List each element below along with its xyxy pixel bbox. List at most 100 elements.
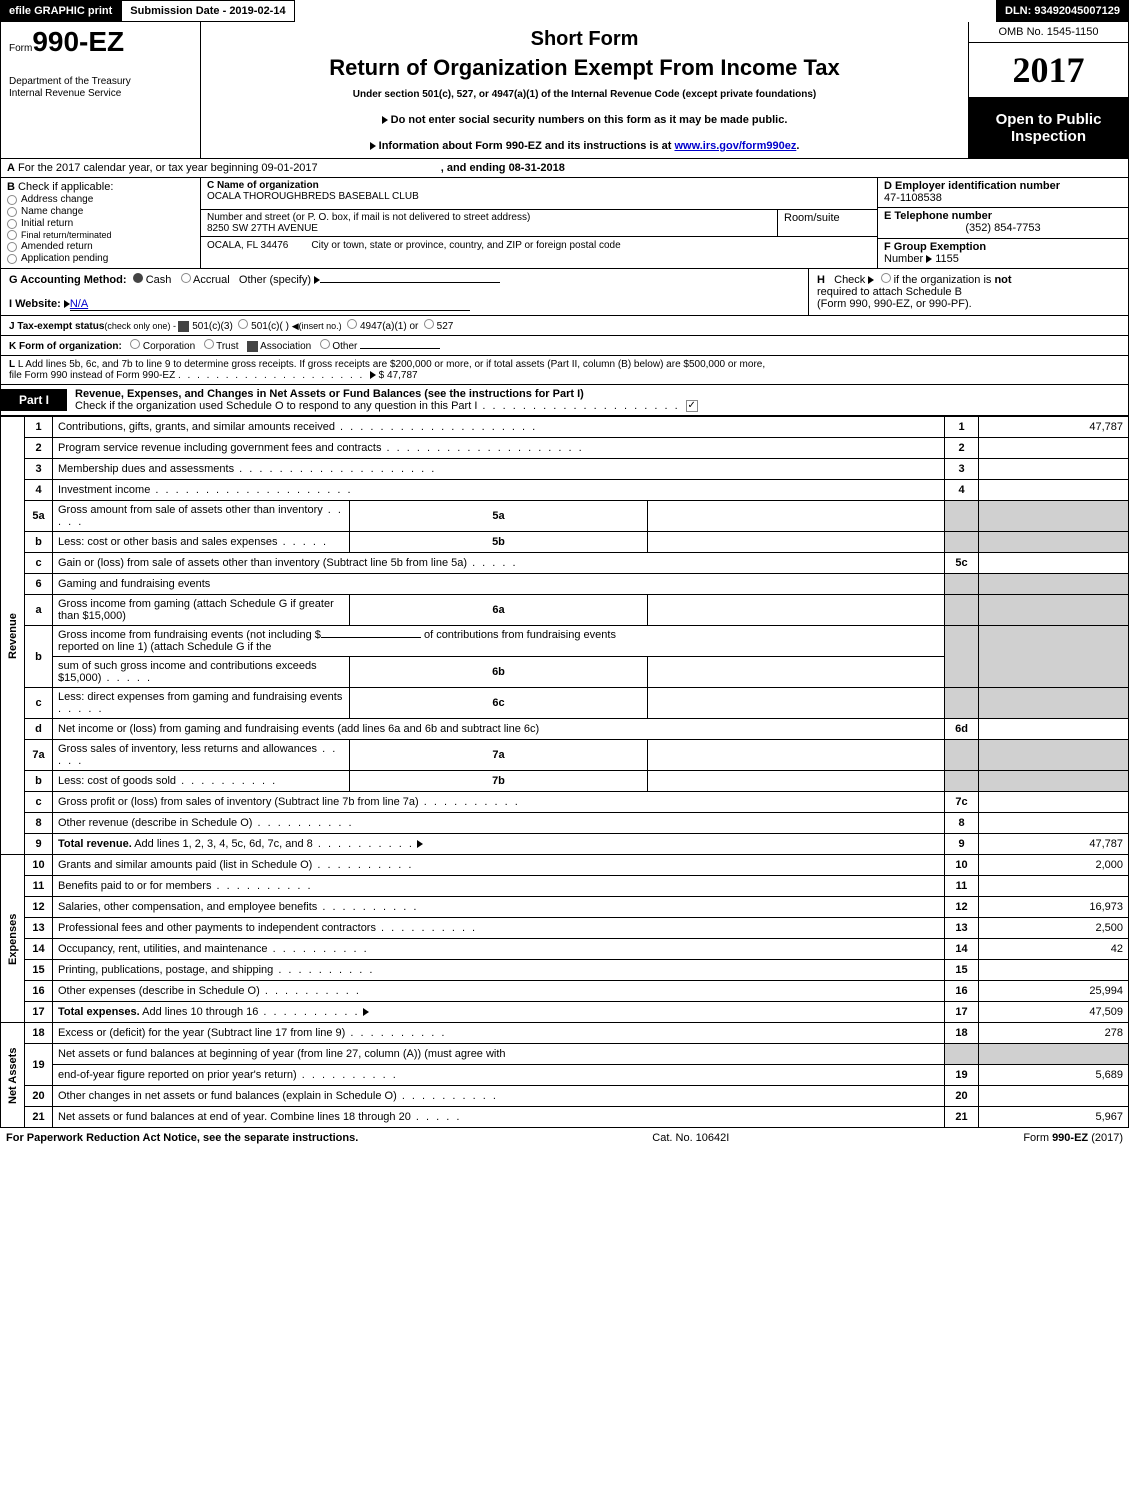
topbar-spacer bbox=[295, 0, 996, 22]
irs-link[interactable]: www.irs.gov/form990ez bbox=[674, 140, 796, 152]
part-i-tab: Part I bbox=[1, 389, 67, 411]
line-5b-subval bbox=[647, 532, 944, 553]
line-num: 21 bbox=[25, 1107, 53, 1128]
chk-schedule-o[interactable] bbox=[686, 400, 698, 412]
side-expenses: Expenses bbox=[1, 855, 25, 1023]
header-left: Form990-EZ Department of the Treasury In… bbox=[1, 22, 201, 158]
dots bbox=[397, 1090, 498, 1102]
line-16-desc: Other expenses (describe in Schedule O) bbox=[58, 985, 260, 997]
line-num: 15 bbox=[25, 960, 53, 981]
lbl-501c3: 501(c)(3) bbox=[189, 321, 232, 332]
chk-initial-return[interactable] bbox=[7, 219, 17, 229]
website-value[interactable]: N/A bbox=[70, 298, 470, 311]
chk-501c[interactable] bbox=[238, 319, 248, 329]
line-6b-desc4: sum of such gross income and contributio… bbox=[58, 660, 317, 684]
line-4-desc: Investment income bbox=[58, 484, 150, 496]
part-i-check-text: Check if the organization used Schedule … bbox=[75, 400, 477, 412]
chk-assoc[interactable] bbox=[247, 341, 258, 352]
chk-trust[interactable] bbox=[204, 339, 214, 349]
chk-application-pending[interactable] bbox=[7, 254, 17, 264]
efile-button[interactable]: efile GRAPHIC print bbox=[0, 0, 121, 22]
line-2-no: 2 bbox=[945, 438, 979, 459]
chk-amended-return[interactable] bbox=[7, 242, 17, 252]
line-6a-subval bbox=[647, 595, 944, 626]
h-check-text: Check bbox=[834, 274, 868, 286]
dept-irs: Internal Revenue Service bbox=[9, 88, 192, 100]
line-num: 2 bbox=[25, 438, 53, 459]
6b-amount-input[interactable] bbox=[321, 637, 421, 638]
chk-cash[interactable] bbox=[133, 273, 143, 283]
lbl-accrual: Accrual bbox=[191, 274, 230, 286]
chk-h[interactable] bbox=[881, 273, 891, 283]
chk-other[interactable] bbox=[320, 339, 330, 349]
check-if-applicable: Check if applicable: bbox=[18, 181, 113, 193]
line-num: 8 bbox=[25, 813, 53, 834]
lbl-initial-return: Initial return bbox=[21, 218, 73, 229]
line-17-no: 17 bbox=[945, 1002, 979, 1023]
part-i-desc: Revenue, Expenses, and Changes in Net As… bbox=[67, 385, 1128, 415]
dots bbox=[376, 922, 477, 934]
line-num: 20 bbox=[25, 1086, 53, 1107]
line-8-no: 8 bbox=[945, 813, 979, 834]
info-line: Information about Form 990-EZ and its in… bbox=[213, 140, 956, 152]
line-6c-subval bbox=[647, 688, 944, 719]
gray-cell bbox=[979, 574, 1129, 595]
chk-name-change[interactable] bbox=[7, 207, 17, 217]
chk-4947[interactable] bbox=[347, 319, 357, 329]
line-num: 7a bbox=[25, 740, 53, 771]
line-18-no: 18 bbox=[945, 1023, 979, 1044]
dots bbox=[345, 1027, 446, 1039]
other-input[interactable] bbox=[360, 348, 440, 349]
gray-cell bbox=[945, 574, 979, 595]
dots bbox=[297, 1069, 398, 1081]
chk-501c3[interactable] bbox=[178, 321, 189, 332]
line-6-desc: Gaming and fundraising events bbox=[53, 574, 945, 595]
chk-final-return[interactable] bbox=[7, 230, 17, 240]
dots bbox=[335, 421, 537, 433]
line-8-desc: Other revenue (describe in Schedule O) bbox=[58, 817, 252, 829]
line-5a-subno: 5a bbox=[350, 501, 647, 532]
group-exemption-value: 1155 bbox=[932, 253, 959, 265]
line-num: 5a bbox=[25, 501, 53, 532]
chk-corp[interactable] bbox=[130, 339, 140, 349]
gray-cell bbox=[945, 1044, 979, 1065]
line-6c-desc: Less: direct expenses from gaming and fu… bbox=[58, 691, 342, 703]
open-to-public: Open to Public Inspection bbox=[969, 98, 1128, 158]
dots bbox=[258, 1006, 359, 1018]
gray-cell bbox=[979, 595, 1129, 626]
gray-cell bbox=[979, 1044, 1129, 1065]
arrow-icon bbox=[417, 840, 423, 848]
dln: DLN: 93492045007129 bbox=[996, 0, 1129, 22]
line-6c-subno: 6c bbox=[350, 688, 647, 719]
line-num: 4 bbox=[25, 480, 53, 501]
line-15-desc: Printing, publications, postage, and shi… bbox=[58, 964, 273, 976]
city-value: OCALA, FL 34476 bbox=[207, 240, 288, 251]
chk-527[interactable] bbox=[424, 319, 434, 329]
line-num: b bbox=[25, 771, 53, 792]
tax-year-end: , and ending 08-31-2018 bbox=[441, 162, 565, 174]
other-specify-input[interactable] bbox=[320, 282, 500, 283]
line-19-no: 19 bbox=[945, 1065, 979, 1086]
line-15-no: 15 bbox=[945, 960, 979, 981]
section-def: D Employer identification number 47-1108… bbox=[878, 178, 1128, 268]
line-15-amt bbox=[979, 960, 1129, 981]
line-3-amt bbox=[979, 459, 1129, 480]
h-not: not bbox=[994, 274, 1011, 286]
line-8-amt bbox=[979, 813, 1129, 834]
dots bbox=[467, 557, 518, 569]
line-20-amt bbox=[979, 1086, 1129, 1107]
lbl-corp: Corporation bbox=[140, 341, 195, 352]
l-text1: L Add lines 5b, 6c, and 7b to line 9 to … bbox=[18, 359, 765, 370]
label-d: D Employer identification number bbox=[884, 180, 1122, 192]
side-net-assets: Net Assets bbox=[1, 1023, 25, 1128]
open-line1: Open to Public bbox=[973, 111, 1124, 128]
line-6b-desc1: Gross income from fundraising events (no… bbox=[53, 626, 945, 657]
return-title: Return of Organization Exempt From Incom… bbox=[213, 55, 956, 81]
chk-address-change[interactable] bbox=[7, 195, 17, 205]
form-header: Form990-EZ Department of the Treasury In… bbox=[0, 22, 1129, 159]
footer-right: Form 990-EZ (2017) bbox=[1023, 1132, 1123, 1144]
line-5b-desc: Less: cost or other basis and sales expe… bbox=[58, 536, 278, 548]
chk-accrual[interactable] bbox=[181, 273, 191, 283]
line-num: 12 bbox=[25, 897, 53, 918]
lines-table: Revenue 1 Contributions, gifts, grants, … bbox=[0, 416, 1129, 1128]
